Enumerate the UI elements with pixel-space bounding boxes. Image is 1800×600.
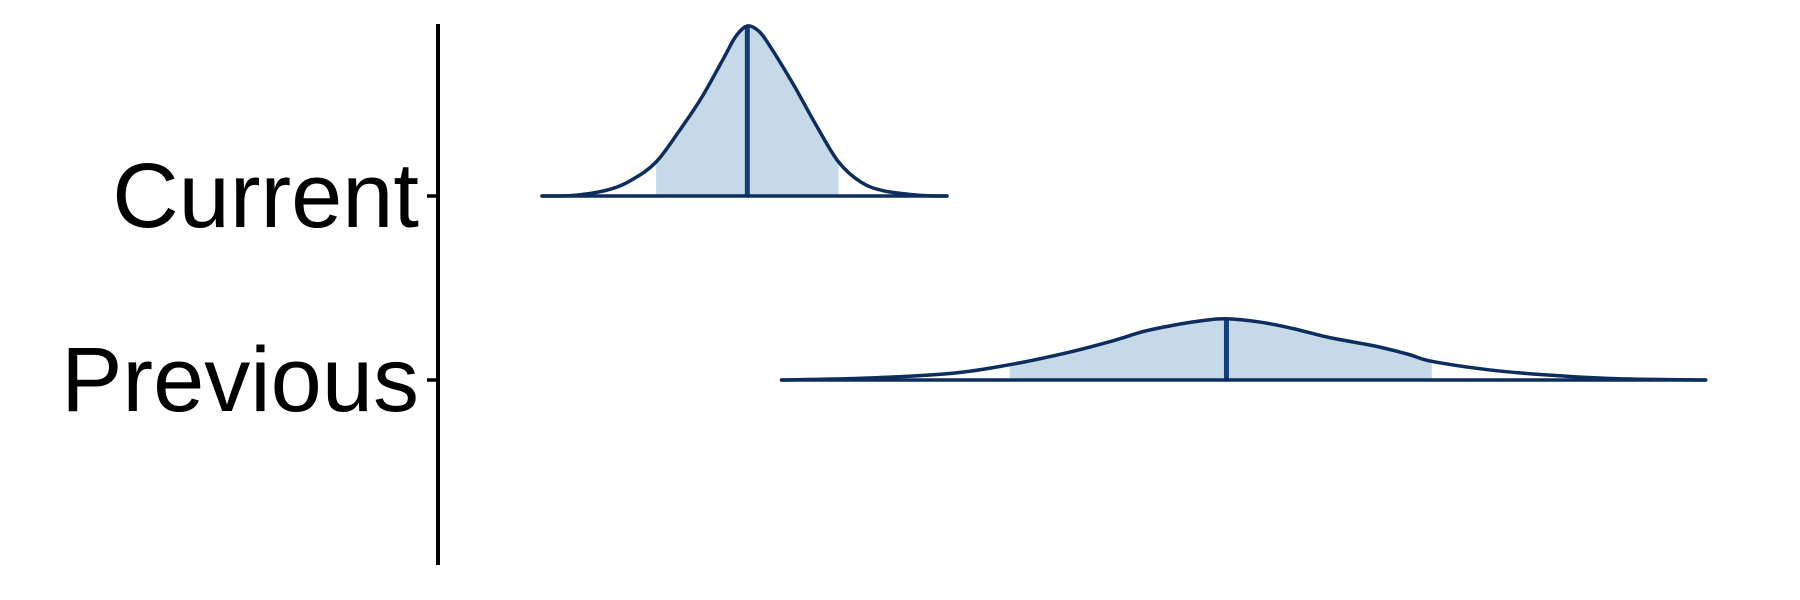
ridge-previous bbox=[779, 317, 1708, 382]
ridge-current bbox=[540, 24, 949, 198]
interval-area-previous bbox=[1009, 318, 1432, 380]
density-curve-previous bbox=[779, 317, 1708, 382]
y-tick-label-previous: Previous bbox=[61, 329, 419, 431]
ridges-group bbox=[540, 24, 1708, 382]
density-curve-current bbox=[540, 24, 949, 198]
y-axis: Current Previous bbox=[61, 145, 438, 431]
y-tick-label-current: Current bbox=[112, 145, 419, 247]
